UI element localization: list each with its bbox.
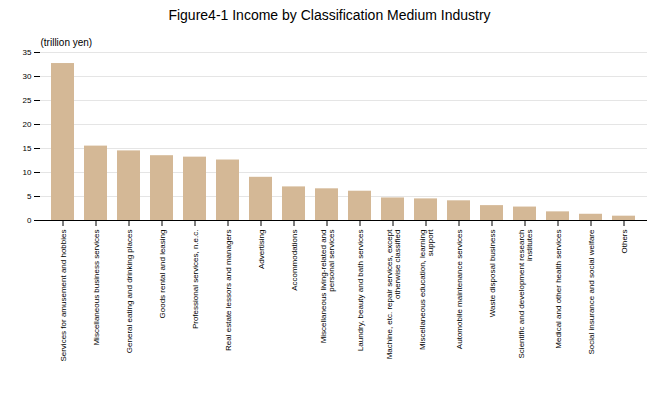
svg-text:Professional services, n.e.c.: Professional services, n.e.c. xyxy=(191,230,200,330)
svg-text:Waste disposal business: Waste disposal business xyxy=(488,230,497,318)
svg-text:Miscellaneous business service: Miscellaneous business services xyxy=(92,230,101,346)
svg-text:10: 10 xyxy=(23,168,32,177)
svg-text:35: 35 xyxy=(23,48,32,57)
svg-text:Accommodations: Accommodations xyxy=(290,230,299,291)
svg-text:Real estate lessors and manage: Real estate lessors and managers xyxy=(224,230,233,351)
svg-text:Scientific and development res: Scientific and development researchinsti… xyxy=(517,230,534,359)
svg-text:Advertising: Advertising xyxy=(257,230,266,270)
svg-text:(trillion yen): (trillion yen) xyxy=(41,37,93,48)
svg-text:Miscellaneous living-related a: Miscellaneous living-related andpersonal… xyxy=(319,230,336,344)
svg-text:Services for amusement and hob: Services for amusement and hobbies xyxy=(59,230,68,362)
svg-text:Machine, etc. repair services,: Machine, etc. repair services, exceptoth… xyxy=(385,229,402,360)
html-text:Figure4-1 Income by Classifica: Figure4-1 Income by Classification Mediu… xyxy=(168,7,491,23)
svg-text:Automobile maintenance service: Automobile maintenance services xyxy=(455,230,464,350)
svg-text:30: 30 xyxy=(23,72,32,81)
svg-text:15: 15 xyxy=(23,144,32,153)
svg-text:Laundry, beauty and bath servi: Laundry, beauty and bath services xyxy=(356,230,365,352)
svg-text:Social insurance and social we: Social insurance and social welfare xyxy=(587,229,596,355)
svg-text:20: 20 xyxy=(23,120,32,129)
svg-text:25: 25 xyxy=(23,96,32,105)
svg-text:Miscellaneous education, learn: Miscellaneous education, learningsupport xyxy=(418,229,435,350)
svg-text:Goods rental and leasing: Goods rental and leasing xyxy=(158,230,167,319)
svg-text:Others: Others xyxy=(620,230,629,254)
svg-text:General eating and drinking pl: General eating and drinking places xyxy=(125,230,134,354)
svg-text:Medical and other health servi: Medical and other health services xyxy=(554,230,563,349)
svg-text:5: 5 xyxy=(27,192,32,201)
svg-text:0: 0 xyxy=(27,216,32,225)
